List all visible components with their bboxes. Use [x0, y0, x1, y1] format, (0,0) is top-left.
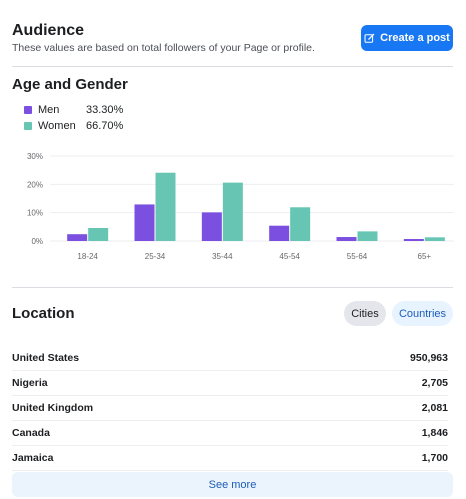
tab-countries[interactable]: Countries [392, 301, 453, 326]
y-tick-label: 20% [27, 180, 43, 189]
location-title: Location [12, 305, 75, 322]
bar-men-18-24 [67, 234, 88, 241]
location-value: 1,700 [421, 452, 448, 464]
legend-men-swatch [24, 106, 32, 114]
location-value: 2,081 [421, 402, 448, 414]
x-tick-label: 45-54 [279, 252, 300, 261]
bar-men-25-34 [134, 204, 155, 241]
tab-cities[interactable]: Cities [344, 301, 386, 326]
divider [12, 287, 453, 288]
y-tick-label: 10% [27, 209, 43, 218]
legend-women: Women 66.70% [24, 119, 123, 133]
bar-women-45-54 [290, 207, 311, 241]
legend-men-label: Men [38, 104, 60, 116]
table-row: Canada 1,846 [12, 421, 448, 446]
location-name: Jamaica [12, 452, 54, 464]
location-value: 950,963 [410, 352, 448, 364]
divider [12, 66, 453, 67]
bar-women-18-24 [88, 227, 109, 241]
table-row: United Kingdom 2,081 [12, 396, 448, 421]
legend-women-swatch [24, 122, 32, 130]
location-name: Nigeria [12, 377, 48, 389]
see-more-button[interactable]: See more [12, 472, 453, 497]
table-row: Nigeria 2,705 [12, 371, 448, 396]
age-gender-title: Age and Gender [12, 76, 128, 93]
bar-women-25-34 [155, 172, 176, 241]
x-tick-label: 65+ [418, 252, 432, 261]
table-row: United States 950,963 [12, 346, 448, 371]
table-row: Jamaica 1,700 [12, 446, 448, 471]
y-tick-label: 0% [31, 237, 43, 246]
create-post-label: Create a post [380, 32, 450, 44]
legend-men: Men 33.30% [24, 103, 123, 117]
bar-men-35-44 [201, 212, 222, 241]
location-name: United States [12, 352, 80, 364]
bar-women-65+ [424, 237, 445, 241]
legend-women-label: Women [38, 120, 76, 132]
location-value: 2,705 [421, 377, 448, 389]
legend-women-value: 66.70% [86, 120, 124, 132]
legend-men-value: 33.30% [86, 104, 124, 116]
age-gender-chart: 0% 10% 20% 30% 18-24 25-34 35-44 45-54 55-64 65+ [27, 152, 454, 261]
x-tick-label: 35-44 [212, 252, 233, 261]
bar-men-45-54 [269, 225, 290, 241]
audience-title: Audience [12, 22, 85, 39]
y-tick-label: 30% [27, 152, 43, 161]
audience-subtitle: These values are based on total follower… [12, 42, 315, 54]
bar-men-65+ [403, 239, 424, 241]
x-tick-label: 55-64 [347, 252, 368, 261]
x-tick-label: 25-34 [145, 252, 166, 261]
x-tick-label: 18-24 [77, 252, 98, 261]
location-name: Canada [12, 427, 50, 439]
bar-women-55-64 [357, 231, 378, 241]
create-post-button[interactable]: Create a post [361, 25, 453, 51]
edit-icon [364, 33, 375, 43]
location-name: United Kingdom [12, 402, 94, 414]
bar-men-55-64 [336, 237, 357, 241]
bar-women-35-44 [222, 182, 243, 241]
location-value: 1,846 [421, 427, 448, 439]
